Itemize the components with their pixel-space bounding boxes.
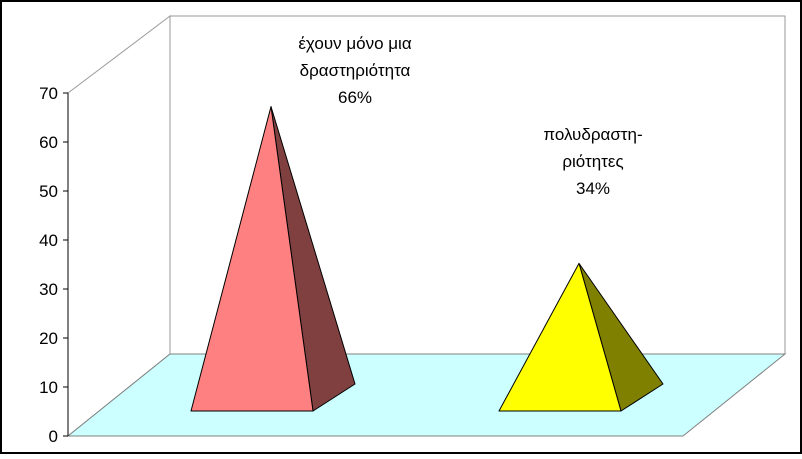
y-tick-label: 0 [49, 427, 58, 446]
y-tick-label: 10 [39, 378, 58, 397]
y-tick-label: 70 [39, 84, 58, 103]
data-label-line: 34% [576, 179, 610, 198]
y-tick-label: 20 [39, 329, 58, 348]
y-tick-label: 60 [39, 133, 58, 152]
data-label-line: 66% [338, 88, 372, 107]
pyramid-series [190, 106, 664, 412]
chart-floor [66, 353, 787, 437]
data-label-line: έχουν μόνο μια [298, 34, 412, 53]
pyramid-bar-2-front [498, 262, 622, 412]
pyramid-bar-1-front [190, 106, 314, 412]
data-label-line: ριότητες [562, 152, 623, 171]
y-tick-label: 40 [39, 231, 58, 250]
y-axis-ticks: 0 10 20 30 40 50 60 70 [39, 84, 68, 446]
data-label-line: δραστηριότητα [300, 61, 411, 80]
data-labels: έχουν μόνο μια δραστηριότητα 66% πολυδραστη… [298, 34, 642, 198]
y-tick-label: 30 [39, 280, 58, 299]
data-label-line: πολυδραστη- [543, 125, 642, 144]
y-tick-label: 50 [39, 182, 58, 201]
